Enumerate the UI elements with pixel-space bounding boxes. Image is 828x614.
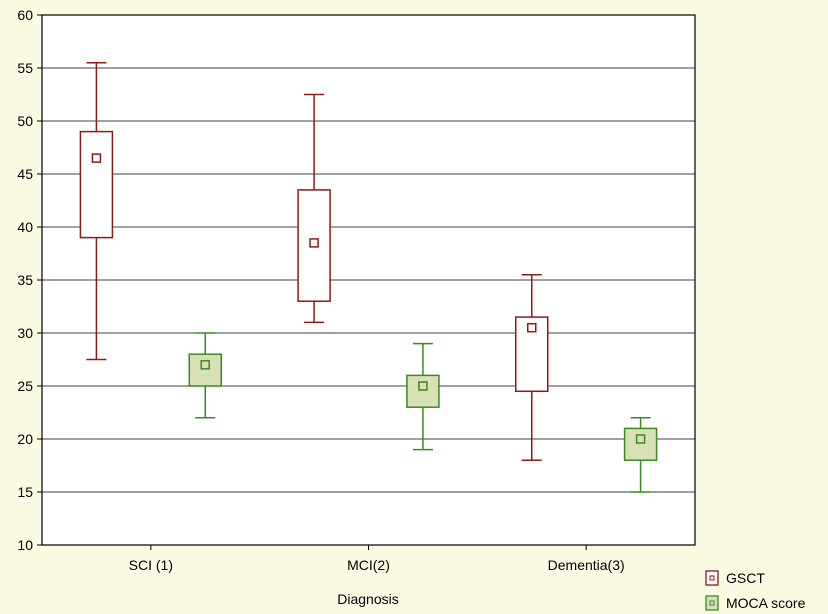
median-marker bbox=[527, 322, 537, 333]
x-axis-title: Diagnosis bbox=[337, 591, 398, 607]
y-tick-label: 20 bbox=[17, 431, 33, 447]
y-tick-label: 15 bbox=[17, 484, 33, 500]
y-tick-label: 10 bbox=[17, 537, 33, 553]
y-tick-label: 25 bbox=[17, 378, 33, 394]
legend-item-moca-score: MOCA score bbox=[705, 595, 806, 611]
box-body bbox=[79, 130, 114, 239]
gsct-box-2 bbox=[297, 93, 331, 324]
y-tick-label: 35 bbox=[17, 272, 33, 288]
legend-item-gsct: GSCT bbox=[705, 570, 765, 586]
moca-score-box-3 bbox=[623, 417, 658, 493]
box-body bbox=[188, 353, 222, 387]
plot-frame bbox=[41, 14, 696, 546]
box-body bbox=[406, 374, 440, 408]
box-series bbox=[79, 61, 658, 493]
y-tick-label: 45 bbox=[17, 166, 33, 182]
median-marker bbox=[309, 238, 319, 248]
median-marker bbox=[635, 434, 646, 444]
x-tick-label: Dementia(3) bbox=[548, 557, 625, 573]
legend-swatch bbox=[705, 595, 719, 611]
legend-label: GSCT bbox=[726, 570, 765, 586]
x-tick-label: MCI(2) bbox=[347, 557, 390, 573]
y-tick-label: 55 bbox=[17, 60, 33, 76]
y-tick-label: 30 bbox=[17, 325, 33, 341]
y-tick-label: 40 bbox=[17, 219, 33, 235]
legend-swatch bbox=[705, 570, 719, 586]
x-tick-label: SCI (1) bbox=[129, 557, 173, 573]
median-marker bbox=[91, 153, 102, 163]
gsct-box-1 bbox=[79, 61, 114, 361]
legend-swatch-marker bbox=[709, 575, 715, 581]
y-axis: 10 15 20 25 30 35 40 45 50 55 60 bbox=[17, 7, 42, 553]
gsct-box-3 bbox=[515, 273, 549, 461]
x-axis: SCI (1) MCI(2) Dementia(3) bbox=[129, 545, 625, 573]
grid-lines bbox=[42, 67, 695, 493]
legend: GSCT MOCA score bbox=[705, 570, 806, 611]
moca-score-box-2 bbox=[406, 342, 440, 451]
box-body bbox=[623, 427, 658, 461]
moca-score-box-1 bbox=[188, 332, 222, 419]
legend-label: MOCA score bbox=[726, 595, 806, 611]
legend-swatch-marker bbox=[709, 600, 715, 606]
median-marker bbox=[200, 360, 210, 370]
median-marker bbox=[418, 381, 428, 391]
y-tick-label: 60 bbox=[17, 7, 33, 23]
y-tick-label: 50 bbox=[17, 113, 33, 129]
